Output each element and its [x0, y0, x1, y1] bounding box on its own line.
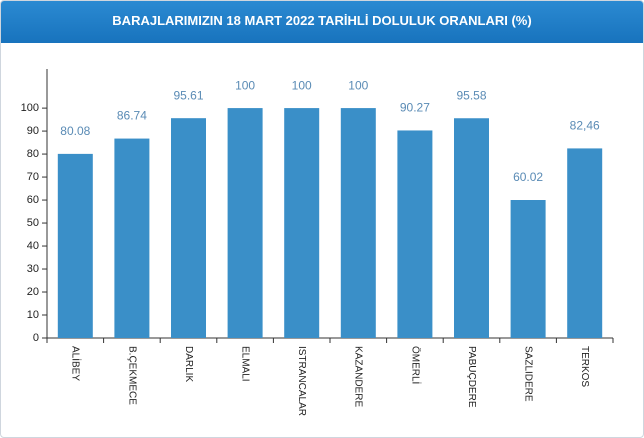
value-label: 100 — [235, 78, 255, 92]
chart-title: BARAJLARIMIZIN 18 MART 2022 TARİHLİ DOLU… — [1, 1, 643, 43]
y-tick-label: 90 — [27, 125, 39, 137]
bar — [397, 130, 433, 338]
y-tick-label: 0 — [33, 332, 39, 344]
y-tick-label: 20 — [27, 286, 39, 298]
x-tick-label: TERKOS — [579, 346, 590, 387]
value-label: 60.02 — [513, 170, 543, 184]
y-tick-label: 80 — [27, 148, 39, 160]
x-tick-label: DARLIK — [183, 346, 194, 382]
x-tick-label: ÖMERLİ — [409, 346, 422, 384]
value-label: 95.61 — [173, 88, 203, 102]
bar — [454, 118, 489, 338]
x-tick-label: KAZANDERE — [353, 346, 364, 407]
value-label: 100 — [348, 78, 368, 92]
y-tick-label: 10 — [27, 309, 39, 321]
bar — [227, 108, 263, 338]
y-tick-label: 100 — [21, 102, 39, 114]
value-label: 100 — [292, 78, 312, 92]
y-tick-label: 30 — [27, 263, 39, 275]
value-label: 82,46 — [570, 119, 600, 133]
value-label: 95.58 — [456, 88, 486, 102]
value-label: 86.74 — [117, 109, 147, 123]
y-tick-label: 60 — [27, 194, 39, 206]
x-tick-label: ELMALI — [239, 346, 250, 382]
y-tick-label: 70 — [27, 171, 39, 183]
bar — [114, 138, 150, 338]
value-label: 90.27 — [400, 101, 430, 115]
x-tick-label: SAZLIDERE — [522, 346, 533, 402]
bar — [284, 108, 320, 338]
x-tick-label: PABUÇDERE — [466, 346, 477, 408]
y-tick-label: 50 — [27, 217, 39, 229]
x-tick-label: ISTRANCALAR — [296, 346, 307, 416]
bar — [567, 148, 603, 338]
x-tick-label: B.ÇEKMECE — [126, 346, 137, 405]
bar — [340, 108, 376, 338]
bar — [510, 200, 546, 338]
bar — [57, 153, 93, 338]
chart: 0 10 20 30 40 50 60 70 80 90 100 ALİBEY 80.08 B.ÇEKME… — [21, 69, 614, 416]
bar — [171, 118, 206, 339]
y-tick-label: 40 — [27, 240, 39, 252]
x-tick-label: ALİBEY — [70, 346, 83, 381]
value-label: 80.08 — [60, 124, 90, 138]
